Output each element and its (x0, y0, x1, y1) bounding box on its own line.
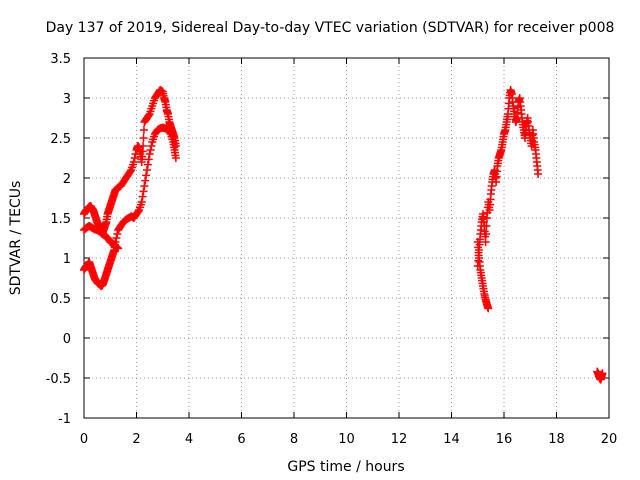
data-point (147, 142, 156, 150)
y-tick-label: 1.5 (50, 212, 71, 227)
data-point (144, 155, 153, 164)
data-point (481, 238, 490, 246)
x-tick-label: 2 (132, 432, 140, 447)
data-point (598, 369, 607, 378)
y-tick-label: 3 (63, 92, 71, 107)
x-tick-label: 6 (237, 432, 245, 447)
y-tick-label: 2 (63, 172, 71, 187)
data-point (112, 234, 121, 242)
y-tick-label: 0.5 (50, 292, 71, 307)
data-point (482, 230, 491, 238)
y-tick-label: 1 (63, 252, 71, 267)
data-point (534, 170, 543, 178)
data-point (139, 187, 148, 196)
data-point (484, 304, 493, 313)
data-point (145, 150, 154, 158)
grid (84, 58, 609, 418)
data-point (137, 198, 146, 206)
x-axis-label: GPS time / hours (287, 459, 404, 475)
data-point (138, 192, 147, 201)
x-tick-label: 12 (391, 432, 408, 447)
data-point (482, 222, 491, 230)
data-point (144, 111, 153, 120)
x-tick-label: 18 (548, 432, 565, 447)
data-point (139, 142, 148, 150)
x-tick-label: 20 (601, 432, 618, 447)
x-axis-ticks: 0 2 4 6 8 10 12 14 16 18 20 (80, 58, 617, 447)
y-tick-label: -0.5 (46, 372, 71, 387)
x-tick-label: 16 (496, 432, 513, 447)
x-tick-label: 8 (290, 432, 298, 447)
data-point (112, 242, 121, 251)
data-point (139, 126, 148, 134)
data-point (165, 128, 174, 137)
data-point (139, 134, 148, 142)
y-tick-label: 3.5 (50, 52, 71, 67)
data-point (113, 243, 122, 252)
x-tick-label: 10 (338, 432, 355, 447)
data-point (130, 154, 139, 162)
data-points (80, 86, 607, 384)
y-axis-ticks: -1 -0.5 0 0.5 1 1.5 2 2.5 3 3.5 (46, 52, 609, 427)
x-tick-label: 14 (443, 432, 460, 447)
data-point (134, 207, 143, 216)
data-point (146, 146, 155, 154)
x-tick-label: 4 (185, 432, 193, 447)
data-point (143, 160, 152, 169)
x-tick-label: 0 (80, 432, 88, 447)
y-tick-label: 0 (63, 332, 71, 347)
data-point (141, 176, 150, 185)
data-point (142, 171, 151, 180)
data-point (143, 166, 151, 174)
y-tick-label: -1 (58, 412, 71, 427)
data-point (171, 154, 180, 162)
y-tick-label: 2.5 (50, 132, 71, 147)
data-point (129, 158, 138, 166)
y-axis-label: SDTVAR / TECUs (8, 181, 24, 296)
data-point (140, 182, 149, 190)
data-point (114, 244, 123, 253)
data-point (113, 230, 122, 238)
chart-title: Day 137 of 2019, Sidereal Day-to-day VTE… (46, 20, 615, 36)
data-point (126, 167, 135, 176)
